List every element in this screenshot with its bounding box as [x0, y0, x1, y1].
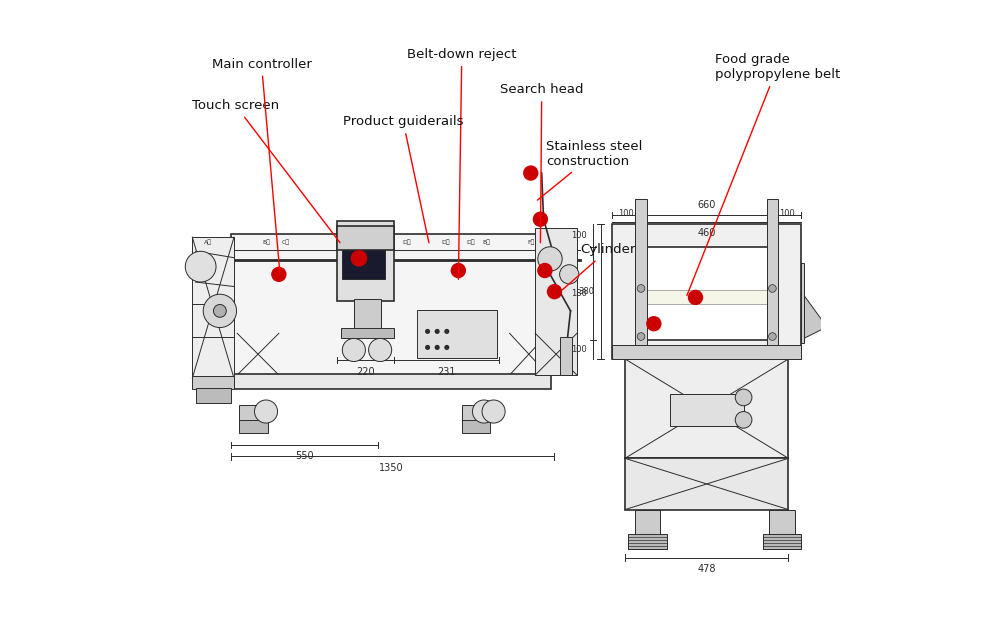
Circle shape	[435, 329, 440, 334]
Text: 231: 231	[437, 367, 455, 377]
Bar	[354, 299, 381, 330]
Bar	[342, 231, 385, 279]
Text: 100: 100	[571, 345, 587, 354]
Bar	[337, 221, 394, 301]
Bar	[535, 228, 577, 375]
Text: 380: 380	[578, 287, 594, 296]
Circle shape	[523, 165, 538, 181]
Circle shape	[444, 329, 449, 334]
Text: B轴: B轴	[482, 239, 490, 245]
Polygon shape	[801, 292, 827, 340]
Text: D轴: D轴	[441, 239, 450, 245]
Bar	[231, 234, 551, 375]
Bar	[192, 376, 234, 389]
Bar	[337, 226, 394, 250]
Circle shape	[560, 265, 579, 284]
Circle shape	[435, 345, 440, 350]
Bar	[625, 458, 788, 510]
Circle shape	[688, 290, 703, 305]
Text: Touch screen: Touch screen	[192, 99, 340, 243]
Circle shape	[213, 304, 226, 317]
Circle shape	[342, 338, 365, 362]
Bar	[801, 263, 804, 343]
Bar	[462, 405, 490, 421]
Text: 100: 100	[571, 231, 587, 240]
Bar	[612, 224, 801, 359]
Circle shape	[451, 263, 466, 278]
Bar	[767, 199, 778, 359]
Text: D轴: D轴	[403, 239, 411, 245]
Text: C轴: C轴	[281, 239, 289, 245]
Text: 550: 550	[295, 451, 314, 461]
Bar	[625, 359, 788, 458]
Circle shape	[254, 400, 278, 423]
Bar	[196, 388, 231, 403]
Circle shape	[547, 284, 562, 299]
Text: Main controller: Main controller	[212, 58, 311, 273]
Text: 100: 100	[779, 209, 794, 218]
Bar	[670, 394, 744, 426]
Bar	[231, 374, 551, 389]
Circle shape	[735, 412, 752, 428]
Circle shape	[537, 263, 553, 278]
Text: F轴: F轴	[527, 239, 534, 245]
Text: 460: 460	[698, 228, 716, 238]
Text: 220: 220	[356, 367, 375, 377]
Bar	[642, 290, 771, 304]
Circle shape	[637, 333, 645, 340]
Circle shape	[472, 400, 496, 423]
Circle shape	[351, 250, 367, 267]
Circle shape	[769, 333, 776, 340]
Circle shape	[769, 285, 776, 292]
Text: Product guiderails: Product guiderails	[343, 115, 463, 243]
Text: Cylinder: Cylinder	[562, 244, 636, 290]
Bar	[635, 510, 660, 535]
Bar	[192, 237, 234, 378]
Circle shape	[425, 329, 430, 334]
Text: 1350: 1350	[379, 463, 403, 473]
Text: Food grade
polypropylene belt: Food grade polypropylene belt	[687, 53, 840, 296]
Text: Stainless steel
construction: Stainless steel construction	[537, 140, 643, 200]
Text: A轴: A轴	[204, 239, 212, 245]
Circle shape	[369, 338, 392, 362]
Circle shape	[185, 251, 216, 282]
Circle shape	[271, 267, 287, 282]
Text: Search head: Search head	[500, 83, 584, 243]
Circle shape	[425, 345, 430, 350]
Text: D轴: D轴	[467, 239, 475, 245]
Circle shape	[538, 247, 562, 271]
Text: Belt-down reject: Belt-down reject	[407, 48, 517, 279]
Text: 660: 660	[698, 200, 716, 210]
Circle shape	[482, 400, 505, 423]
Bar	[769, 510, 795, 535]
Bar	[560, 337, 572, 375]
Circle shape	[735, 389, 752, 406]
Bar	[635, 199, 647, 359]
Bar	[417, 310, 497, 358]
Bar	[641, 247, 772, 340]
Text: 100: 100	[618, 209, 634, 218]
Circle shape	[646, 316, 662, 331]
Bar	[239, 405, 268, 421]
Bar	[462, 420, 490, 433]
Bar	[341, 328, 394, 338]
Bar	[763, 534, 801, 549]
Circle shape	[203, 294, 237, 328]
Bar	[612, 345, 801, 359]
Circle shape	[533, 212, 548, 227]
Text: B轴: B轴	[262, 239, 270, 245]
Circle shape	[637, 285, 645, 292]
Bar	[239, 420, 268, 433]
Text: 180: 180	[571, 289, 587, 298]
Text: 478: 478	[698, 564, 716, 574]
Bar	[628, 534, 667, 549]
Circle shape	[444, 345, 449, 350]
